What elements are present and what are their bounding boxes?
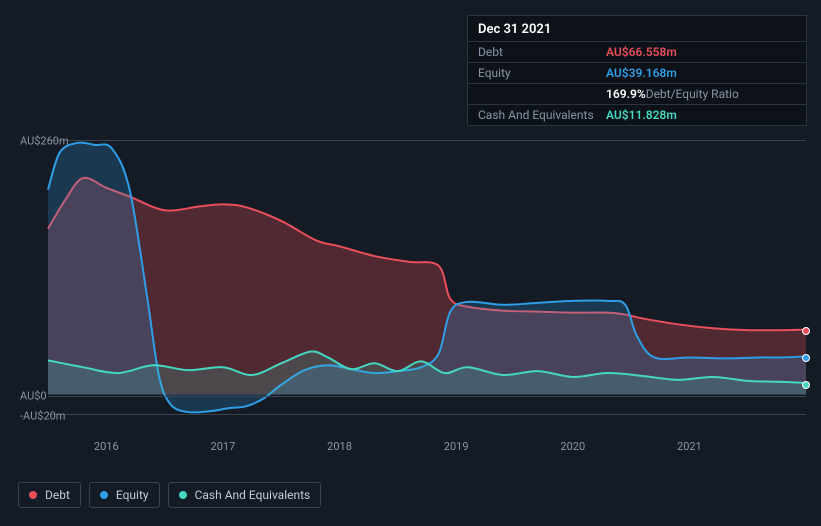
tooltip-row-suffix: Debt/Equity Ratio bbox=[646, 87, 739, 101]
tooltip-row-label: Cash And Equivalents bbox=[478, 108, 606, 122]
chart-tooltip: Dec 31 2021 DebtAU$66.558mEquityAU$39.16… bbox=[467, 15, 807, 126]
y-axis-label: AU$0 bbox=[20, 390, 47, 403]
series-marker-cash bbox=[802, 381, 810, 389]
legend: Debt Equity Cash And Equivalents bbox=[18, 482, 321, 508]
zero-gridline bbox=[48, 396, 806, 397]
tooltip-row-value: AU$39.168m bbox=[606, 66, 677, 80]
plot-region[interactable]: AU$260mAU$0-AU$20m bbox=[48, 140, 806, 415]
legend-label: Equity bbox=[116, 488, 149, 502]
financials-chart: AU$260mAU$0-AU$20m 201620172018201920202… bbox=[18, 125, 806, 445]
y-axis-label: AU$260m bbox=[20, 135, 69, 148]
x-axis-label: 2019 bbox=[444, 440, 469, 453]
tooltip-row-label: Debt bbox=[478, 45, 606, 59]
tooltip-row-value: 169.9% bbox=[606, 87, 646, 101]
legend-item-equity[interactable]: Equity bbox=[89, 482, 160, 508]
series-marker-debt bbox=[802, 327, 810, 335]
tooltip-row: DebtAU$66.558m bbox=[468, 41, 806, 62]
tooltip-date: Dec 31 2021 bbox=[468, 16, 806, 41]
tooltip-row-label: Equity bbox=[478, 66, 606, 80]
tooltip-row-label bbox=[478, 87, 606, 101]
legend-dot bbox=[100, 491, 108, 499]
x-axis-label: 2018 bbox=[327, 440, 352, 453]
x-axis-label: 2017 bbox=[211, 440, 236, 453]
x-axis-label: 2020 bbox=[560, 440, 585, 453]
x-axis-label: 2016 bbox=[94, 440, 119, 453]
legend-dot bbox=[29, 491, 37, 499]
tooltip-row-value: AU$66.558m bbox=[606, 45, 677, 59]
legend-label: Cash And Equivalents bbox=[195, 488, 311, 502]
tooltip-row: 169.9% Debt/Equity Ratio bbox=[468, 83, 806, 104]
legend-dot bbox=[179, 491, 187, 499]
y-axis-label: -AU$20m bbox=[20, 410, 65, 423]
tooltip-row-value: AU$11.828m bbox=[606, 108, 677, 122]
x-axis: 2016 2017 2018 2019 2020 2021 bbox=[48, 440, 806, 460]
series-marker-equity bbox=[802, 354, 810, 362]
legend-item-debt[interactable]: Debt bbox=[18, 482, 81, 508]
x-axis-label: 2021 bbox=[677, 440, 702, 453]
tooltip-row: Cash And EquivalentsAU$11.828m bbox=[468, 104, 806, 125]
chart-svg bbox=[48, 141, 806, 414]
legend-label: Debt bbox=[45, 488, 70, 502]
legend-item-cash-and-equivalents[interactable]: Cash And Equivalents bbox=[168, 482, 322, 508]
tooltip-row: EquityAU$39.168m bbox=[468, 62, 806, 83]
